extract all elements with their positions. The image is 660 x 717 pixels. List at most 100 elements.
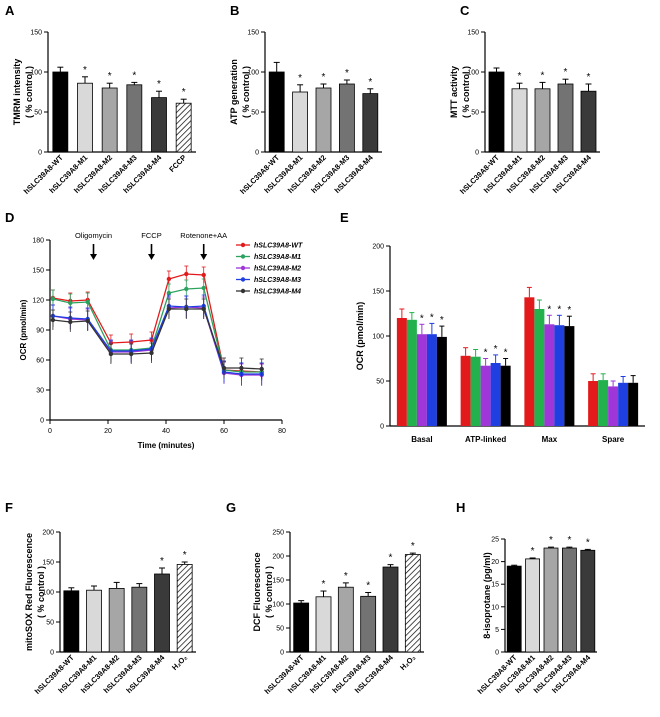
series-line (52, 305, 262, 375)
y-tick-label: 0 (40, 418, 44, 425)
panel-g: G050100150200250hSLC39A8-WT*hSLC39A8-M1*… (226, 500, 424, 696)
bar (524, 297, 535, 426)
injection-label: FCCP (141, 231, 161, 240)
y-tick-label: 50 (46, 620, 54, 627)
significance-star: * (586, 537, 590, 548)
y-tick-label: 50 (471, 110, 479, 117)
significance-star: * (484, 348, 488, 359)
data-point (166, 276, 172, 282)
y-tick-label: 100 (30, 70, 42, 77)
y-tick-label: 0 (38, 150, 42, 157)
y-axis-title: mitoSOX Red Fluorescence (24, 533, 34, 651)
panel-f: F050100150200hSLC39A8-WThSLC39A8-M1hSLC3… (5, 500, 196, 696)
bar (628, 382, 639, 426)
y-tick-label: 50 (34, 110, 42, 117)
y-tick-label: 150 (32, 268, 44, 275)
x-tick-label: hSLC39A8-WT (458, 153, 501, 196)
data-point (85, 318, 90, 324)
x-tick-label: FCCP (167, 153, 188, 174)
significance-star: * (564, 67, 568, 78)
legend-label: hSLC39A8-M1 (254, 254, 301, 261)
significance-star: * (587, 72, 591, 83)
series-line (52, 287, 262, 373)
x-tick-label: H₂O₂ (170, 653, 189, 672)
bar (557, 83, 574, 153)
bar (268, 71, 285, 153)
data-point (50, 317, 56, 323)
bar (52, 71, 69, 153)
y-tick-label: 0 (280, 650, 284, 657)
panel-d: D 0 30 60 90 120 150 180 0 20 40 60 80 Time (minutes)… (5, 210, 303, 450)
significance-star: * (549, 535, 553, 546)
y-tick-label: 150 (272, 578, 284, 585)
bar (292, 91, 309, 153)
bar (338, 83, 355, 153)
panel-letter: E (340, 210, 349, 225)
bar (416, 334, 427, 426)
panel-letter: D (5, 210, 14, 225)
significance-star: * (494, 344, 498, 355)
panel-e: E 0 50 100 150 200 * * * Basal * * * ATP-linked * * * Max… (340, 210, 645, 444)
bar (506, 565, 522, 653)
data-point (50, 296, 56, 302)
significance-star: * (567, 535, 571, 546)
y-axis-title: ( % control ) (241, 66, 251, 118)
bar (580, 549, 596, 653)
injection-label: Rotenone+AA (180, 231, 227, 240)
significance-star: * (345, 68, 349, 79)
bar (554, 325, 565, 426)
significance-star: * (322, 72, 326, 83)
y-tick-label: 150 (30, 30, 42, 37)
y-tick-label: 0 (255, 150, 259, 157)
data-point (239, 365, 244, 371)
legend-label: hSLC39A8-M4 (254, 289, 301, 296)
data-point (68, 300, 73, 306)
y-axis-title: ATP generation (229, 59, 239, 125)
y-tick-label: 150 (467, 30, 479, 37)
x-tick-label: Spare (602, 435, 625, 444)
bar (598, 380, 609, 426)
significance-star: * (541, 70, 545, 81)
data-point (85, 299, 90, 305)
series-line (52, 308, 262, 370)
data-point (201, 285, 206, 291)
bar (588, 381, 599, 426)
y-axis-title: OCR (pmol/min) (355, 302, 365, 371)
bar (126, 84, 143, 153)
panel-a: A050100150hSLC39A8-WT*hSLC39A8-M1*hSLC39… (5, 3, 196, 196)
legend-label: hSLC39A8-WT (254, 243, 303, 250)
data-point (166, 290, 172, 296)
y-tick-label: 50 (376, 379, 384, 386)
y-tick-label: 25 (491, 537, 499, 544)
y-tick-label: 0 (380, 424, 384, 431)
significance-star: * (344, 571, 348, 582)
y-tick-label: 50 (276, 626, 284, 633)
bar (406, 319, 417, 426)
significance-star: * (430, 312, 434, 323)
y-tick-label: 100 (372, 334, 384, 341)
x-tick-label: 20 (104, 428, 112, 435)
y-tick-label: 100 (247, 70, 259, 77)
injection-label: Oligomycin (75, 231, 112, 240)
data-point (201, 272, 206, 278)
x-tick-label: 40 (162, 428, 170, 435)
bar (63, 590, 80, 653)
bar (154, 573, 170, 653)
y-tick-label: 20 (491, 559, 499, 566)
series-line (52, 273, 262, 373)
series-line (52, 306, 262, 376)
bar (315, 87, 332, 153)
y-tick-label: 0 (50, 650, 54, 657)
significance-star: * (440, 315, 444, 326)
significance-star: * (420, 313, 424, 324)
y-tick-label: 200 (272, 554, 284, 561)
data-point (129, 351, 134, 357)
significance-star: * (547, 304, 551, 315)
bar (404, 554, 421, 653)
y-tick-label: 100 (467, 70, 479, 77)
data-point (221, 365, 227, 371)
significance-star: * (366, 580, 370, 591)
x-tick-label: ATP-linked (465, 435, 506, 444)
y-axis-title: MTT activity (449, 66, 459, 118)
bar (151, 97, 167, 153)
